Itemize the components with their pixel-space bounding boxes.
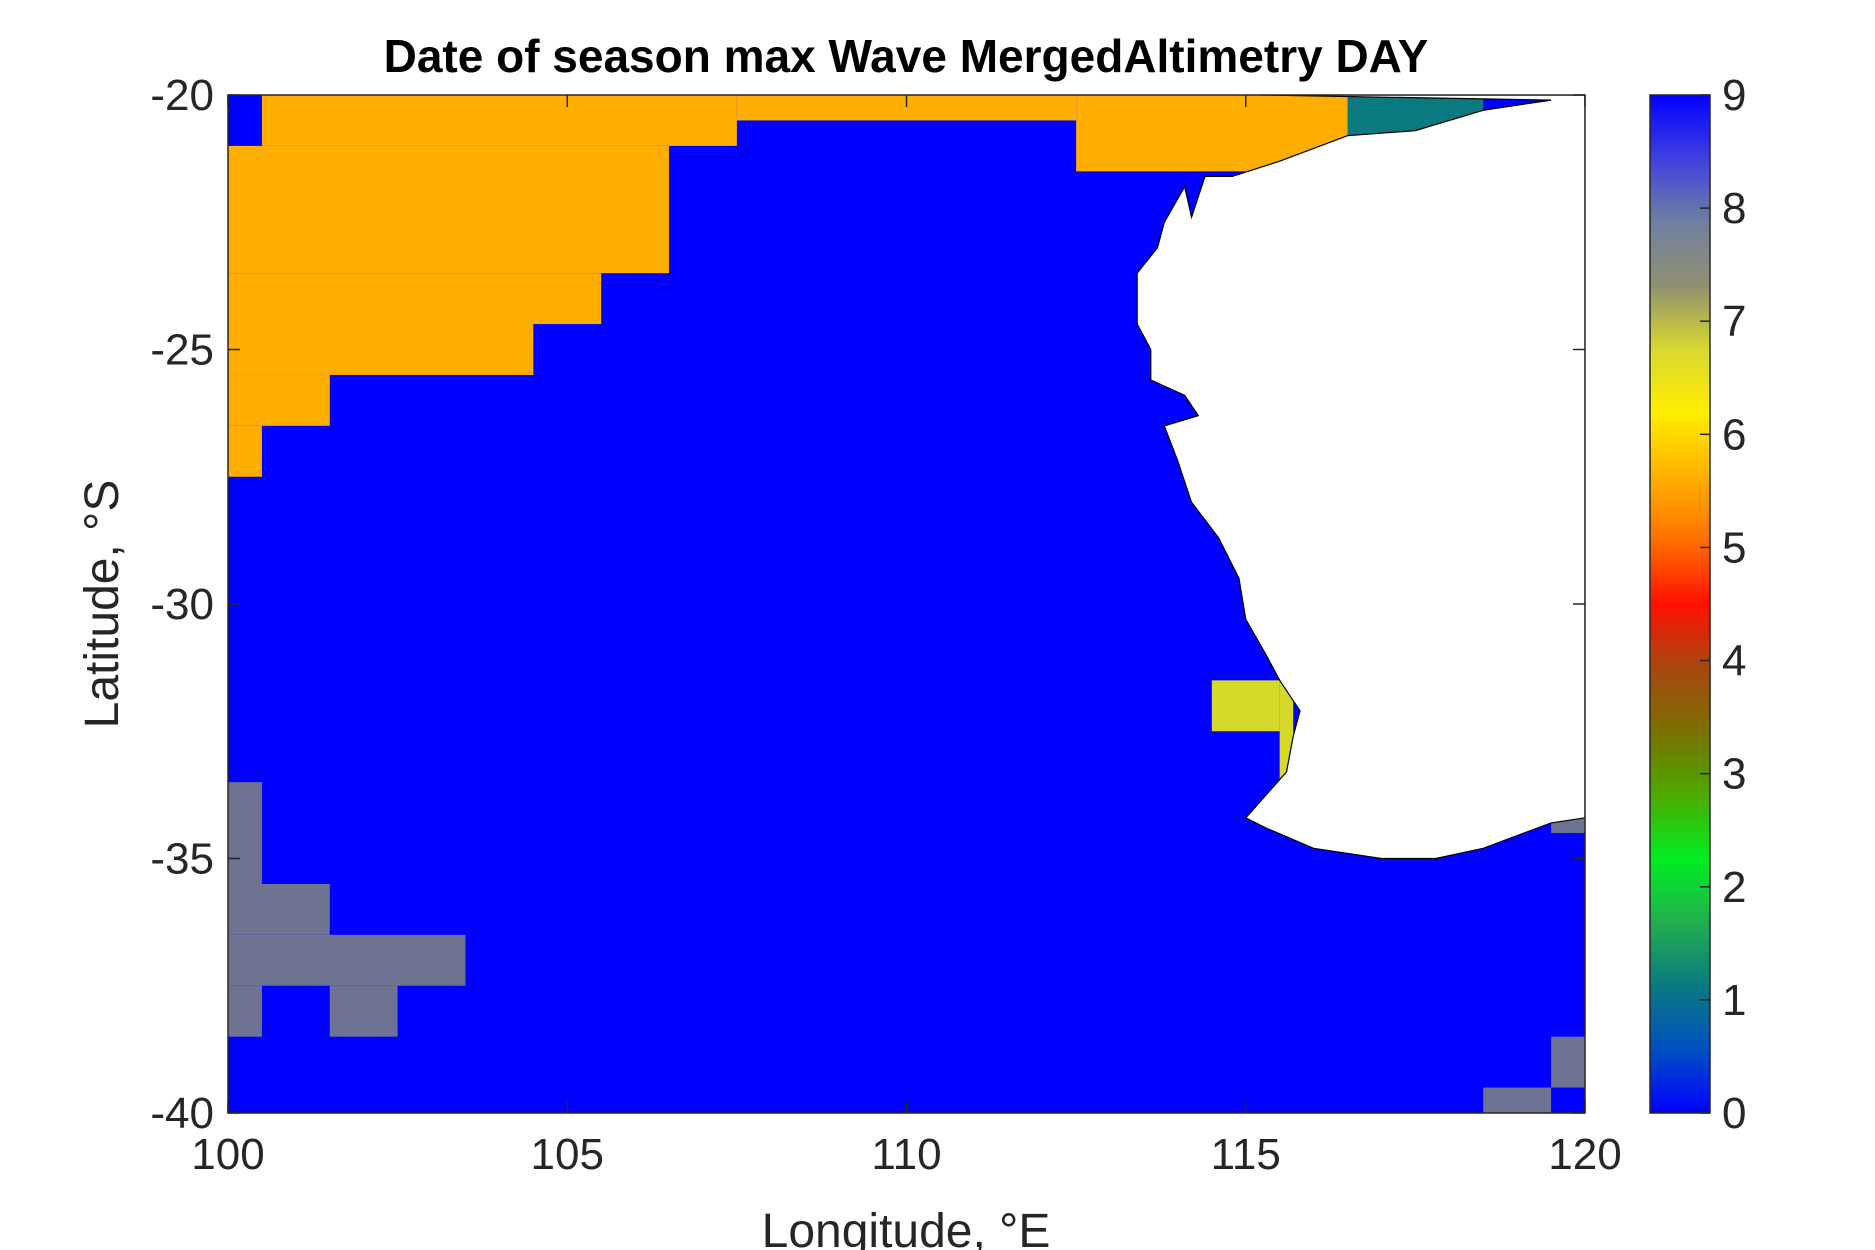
x-tick-label: 120 [1548,1130,1621,1179]
x-tick-label: 115 [1211,1130,1281,1179]
x-tick-label: 100 [191,1130,264,1179]
x-tick-label: 110 [871,1130,941,1179]
value-cell-8 [228,883,330,935]
colorbar-gradient [1649,94,1711,1114]
value-cell-8 [329,985,398,1037]
y-tick-label: -40 [150,1089,214,1138]
value-cells [228,95,1585,1113]
x-tick-label: 105 [531,1130,604,1179]
value-cell-6 [228,273,602,325]
value-cell-6 [261,95,737,146]
chart-title: Date of season max Wave MergedAltimetry … [384,30,1429,82]
colorbar-tick-label: 0 [1722,1089,1746,1138]
colorbar-tick-label: 9 [1722,71,1746,120]
y-axis-label: Latitude, °S [76,480,129,729]
colorbar-tick-label: 1 [1722,976,1746,1025]
plot-area [228,95,1585,1113]
y-tick-label: -20 [150,71,214,120]
colorbar-tick-label: 8 [1722,184,1746,233]
colorbar-tick-label: 3 [1722,750,1746,799]
value-cell-6 [228,374,330,426]
y-axis-ticks: -20 -25 -30 -35 -40 [150,71,1585,1138]
y-tick-label: -35 [150,835,214,884]
colorbar-tick-label: 4 [1722,637,1746,686]
colorbar-ticks: 0 1 2 3 4 5 6 7 8 9 [1700,71,1746,1138]
colorbar-tick-label: 6 [1722,410,1746,459]
x-axis-label: Longitude, °E [762,1205,1051,1250]
value-cell-8 [228,782,262,884]
value-cell-6 [228,145,670,274]
land-mass [1136,95,1585,860]
value-cell-6 [228,324,534,375]
value-cell-8 [228,934,466,986]
colorbar-tick-label: 2 [1722,863,1746,912]
y-tick-label: -25 [150,326,214,375]
colorbar-tick-label: 5 [1722,523,1746,572]
value-cell-7 [1211,680,1280,732]
value-cell-8 [1483,1087,1552,1113]
value-cell-8 [1551,1036,1585,1088]
value-cell-6 [228,425,262,477]
value-cell-8 [228,985,262,1037]
colorbar: 0 1 2 3 4 5 6 7 8 9 [1649,71,1746,1138]
x-axis-ticks: 100 105 110 115 120 [191,95,1622,1179]
colorbar-tick-label: 7 [1722,297,1746,346]
y-tick-label: -30 [150,580,214,629]
